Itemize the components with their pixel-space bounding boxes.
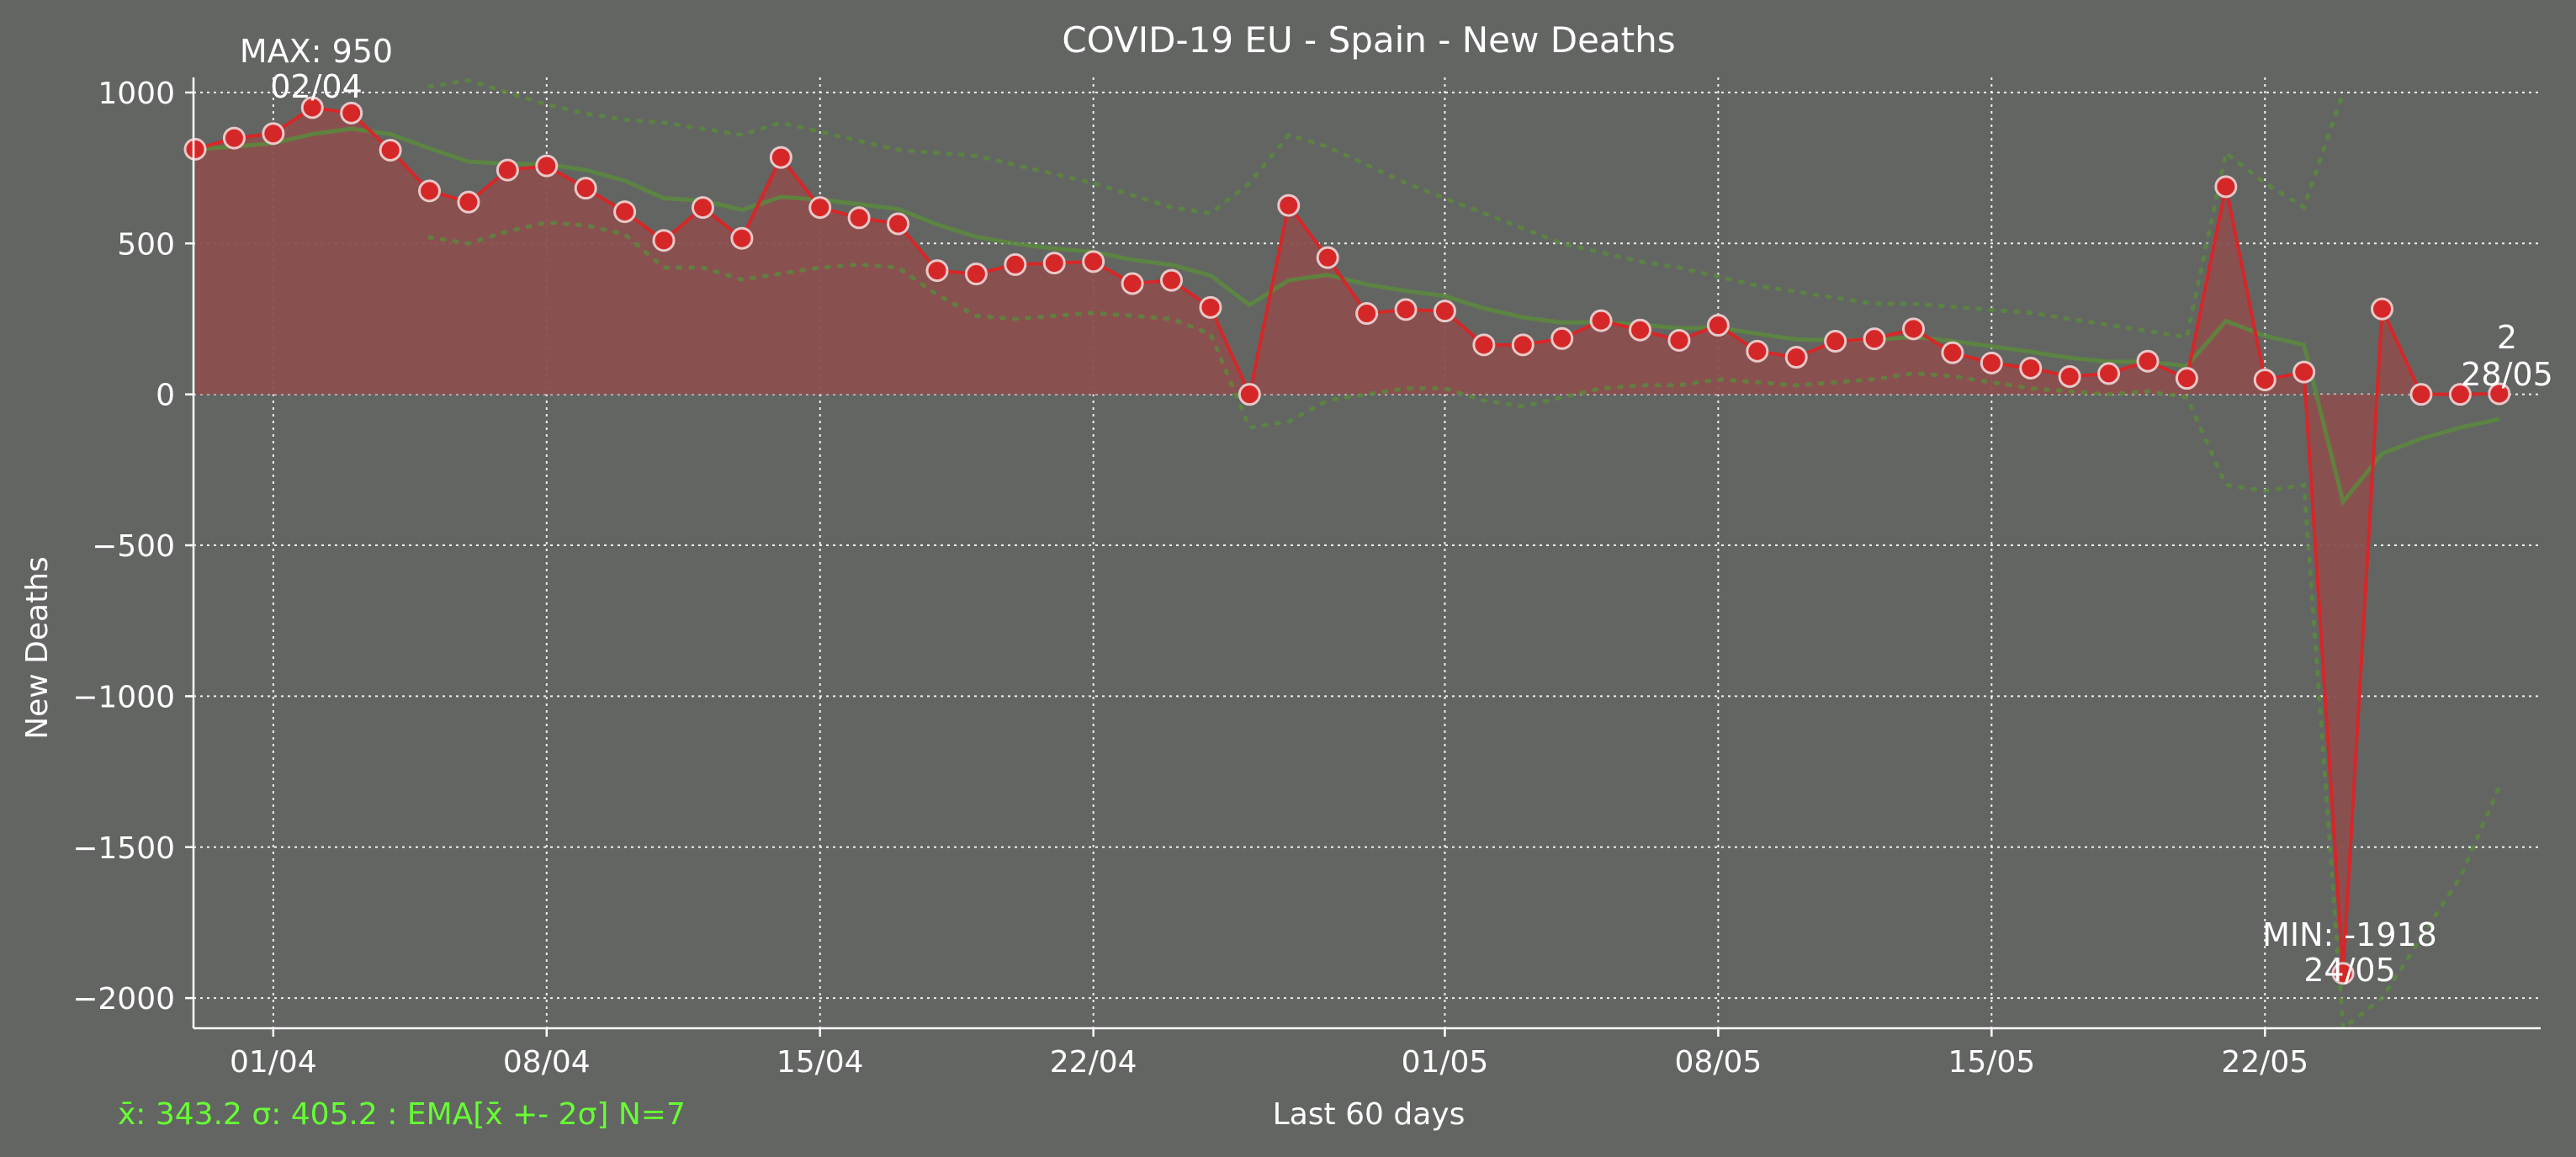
x-tick-label: 01/04 (230, 1045, 317, 1080)
data-point (887, 212, 910, 236)
data-point (183, 137, 207, 161)
chart-title: COVID-19 EU - Spain - New Deaths (1062, 19, 1675, 61)
data-point (925, 259, 949, 283)
data-point (2292, 360, 2316, 384)
data-point (652, 229, 676, 252)
data-point (691, 196, 714, 220)
data-point (1199, 295, 1222, 319)
y-tick-label: 0 (156, 379, 175, 413)
data-point (457, 190, 480, 214)
min-annotation-label: MIN: -1918 (2262, 916, 2437, 953)
x-tick-label: 15/04 (777, 1045, 864, 1080)
y-tick-label: 1000 (98, 77, 175, 111)
x-axis-label: Last 60 days (1273, 1097, 1466, 1132)
y-tick-label: −1500 (72, 831, 175, 866)
data-point (1706, 314, 1730, 337)
data-point (1980, 351, 2003, 374)
data-point (535, 154, 559, 178)
data-point (2448, 383, 2472, 406)
stats-text: x̄: 343.2 σ: 405.2 : EMA[x̄ +- 2σ] N=7 (118, 1097, 686, 1132)
data-point (222, 126, 246, 150)
data-point (2214, 175, 2238, 199)
data-point (2097, 362, 2121, 385)
data-point (1629, 318, 1652, 342)
data-point (1042, 252, 1066, 275)
x-tick-label: 08/04 (503, 1045, 591, 1080)
x-tick-label: 22/05 (2221, 1045, 2308, 1080)
data-point (1667, 328, 1691, 352)
y-tick-label: −1000 (72, 680, 175, 714)
data-point (1550, 326, 1574, 350)
data-point (613, 200, 637, 224)
data-point (1511, 333, 1534, 357)
data-point (2488, 382, 2511, 406)
data-point (1863, 327, 1886, 351)
last-value-annotation: 2 (2497, 319, 2517, 356)
data-point (808, 196, 832, 220)
data-point (1472, 333, 1496, 357)
data-point (300, 96, 324, 119)
data-point (1784, 346, 1808, 369)
y-axis-label: New Deaths (20, 556, 55, 740)
data-point (1746, 339, 1769, 363)
x-tick-label: 08/05 (1675, 1045, 1762, 1080)
data-point (2253, 368, 2277, 391)
area-fill-path (195, 107, 2499, 974)
x-tick-label: 22/04 (1050, 1045, 1137, 1080)
y-tick-label: −500 (92, 529, 175, 564)
data-point (1941, 341, 1964, 364)
max-annotation-label: MAX: 950 (240, 33, 393, 70)
ema-bands (194, 78, 2502, 1032)
data-point (1901, 317, 1925, 341)
data-point (1433, 300, 1456, 323)
last-date-annotation: 28/05 (2461, 356, 2553, 393)
data-point (1004, 252, 1027, 276)
ema-line (194, 126, 2500, 507)
data-point (1824, 330, 1847, 353)
data-point (2058, 365, 2081, 389)
data-point (574, 177, 597, 200)
data-point (1589, 309, 1613, 332)
data-point (1277, 194, 1301, 217)
x-tick-label: 01/05 (1402, 1045, 1489, 1080)
y-axis-ticks: 1000 500 0 −500 −1000 −1500 −2000 (72, 77, 193, 1016)
x-axis-ticks: 01/04 08/04 15/04 22/04 01/05 08/05 15/05 22/05 (230, 1028, 2308, 1080)
data-point (1082, 250, 1105, 273)
data-point (496, 158, 519, 182)
y-tick-label: 500 (117, 227, 175, 262)
x-tick-label: 15/05 (1948, 1045, 2035, 1080)
data-point (418, 179, 442, 203)
data-point (730, 226, 754, 250)
data-point (1355, 302, 1379, 326)
data-point (2136, 349, 2160, 373)
data-point (1316, 246, 1339, 269)
data-point (2331, 962, 2355, 985)
data-point (847, 206, 871, 230)
data-point (2019, 356, 2043, 379)
data-point (340, 101, 363, 125)
data-point (2371, 297, 2394, 321)
data-point (1121, 272, 1144, 295)
data-point (2175, 367, 2198, 390)
data-point (1238, 383, 1261, 406)
data-points (183, 96, 2511, 985)
data-point (1394, 298, 1418, 321)
data-point (964, 263, 988, 286)
data-point (262, 122, 285, 146)
area-fill (195, 107, 2499, 974)
data-point (379, 138, 402, 162)
y-tick-label: −2000 (72, 982, 175, 1016)
min-annotation-date: 24/05 (2303, 952, 2396, 989)
data-point (769, 146, 792, 169)
data-point (1160, 268, 1183, 292)
max-annotation-date: 02/04 (270, 68, 363, 105)
axes (192, 77, 2541, 1030)
data-point (2409, 383, 2433, 406)
